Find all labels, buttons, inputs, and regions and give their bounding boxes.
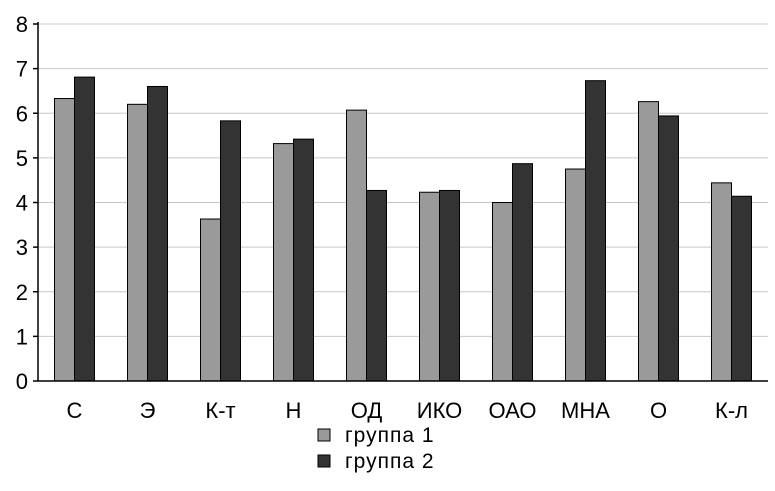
bar-1-6 — [492, 202, 513, 382]
y-tick-label: 5 — [16, 146, 28, 171]
legend-label-1: группа 1 — [345, 424, 435, 447]
legend-swatch-1 — [317, 428, 331, 442]
x-category-label: ОД — [351, 398, 383, 423]
bar-1-2 — [200, 218, 221, 382]
bar-2-8 — [658, 115, 679, 382]
bar-1-0 — [54, 98, 75, 382]
bar-1-1 — [127, 103, 148, 382]
x-category-label: К-т — [205, 398, 235, 423]
bar-1-3 — [273, 143, 294, 382]
bar-2-2 — [220, 120, 241, 382]
bar-1-4 — [346, 109, 367, 382]
y-tick-label: 8 — [16, 12, 28, 37]
bar-1-9 — [711, 182, 732, 382]
x-category-label: МНА — [561, 398, 610, 423]
bars — [54, 76, 752, 382]
bar-1-8 — [638, 101, 659, 382]
axes — [33, 22, 768, 382]
bar-2-9 — [731, 195, 752, 382]
x-category-labels: С Э К-т Н ОД ИКО ОАО МНА О К-л — [67, 398, 748, 423]
bar-2-0 — [74, 76, 95, 382]
x-category-label: О — [650, 398, 667, 423]
bar-2-1 — [147, 85, 168, 382]
x-category-label: Э — [140, 398, 156, 423]
legend: группа 1 группа 2 — [317, 424, 435, 473]
x-category-label: ИКО — [417, 398, 463, 423]
bar-2-4 — [366, 189, 387, 382]
bar-2-5 — [439, 189, 460, 382]
y-tick-label: 3 — [16, 235, 28, 260]
legend-label-2: группа 2 — [345, 450, 435, 473]
bar-2-6 — [512, 163, 533, 382]
y-tick-label: 1 — [16, 324, 28, 349]
bar-1-7 — [565, 168, 586, 382]
x-category-label: К-л — [715, 398, 748, 423]
y-tick-label: 7 — [16, 57, 28, 82]
bar-1-5 — [419, 191, 440, 382]
bar-2-7 — [585, 80, 606, 382]
x-category-label: С — [67, 398, 83, 423]
legend-swatch-2 — [317, 454, 331, 468]
y-tick-labels: 0 1 2 3 4 5 6 7 8 — [16, 12, 28, 394]
x-category-label: Н — [286, 398, 302, 423]
bar-2-3 — [293, 138, 314, 382]
y-tick-label: 0 — [16, 369, 28, 394]
y-tick-label: 2 — [16, 280, 28, 305]
y-tick-label: 4 — [16, 191, 28, 216]
x-category-label: ОАО — [489, 398, 537, 423]
y-tick-label: 6 — [16, 101, 28, 126]
